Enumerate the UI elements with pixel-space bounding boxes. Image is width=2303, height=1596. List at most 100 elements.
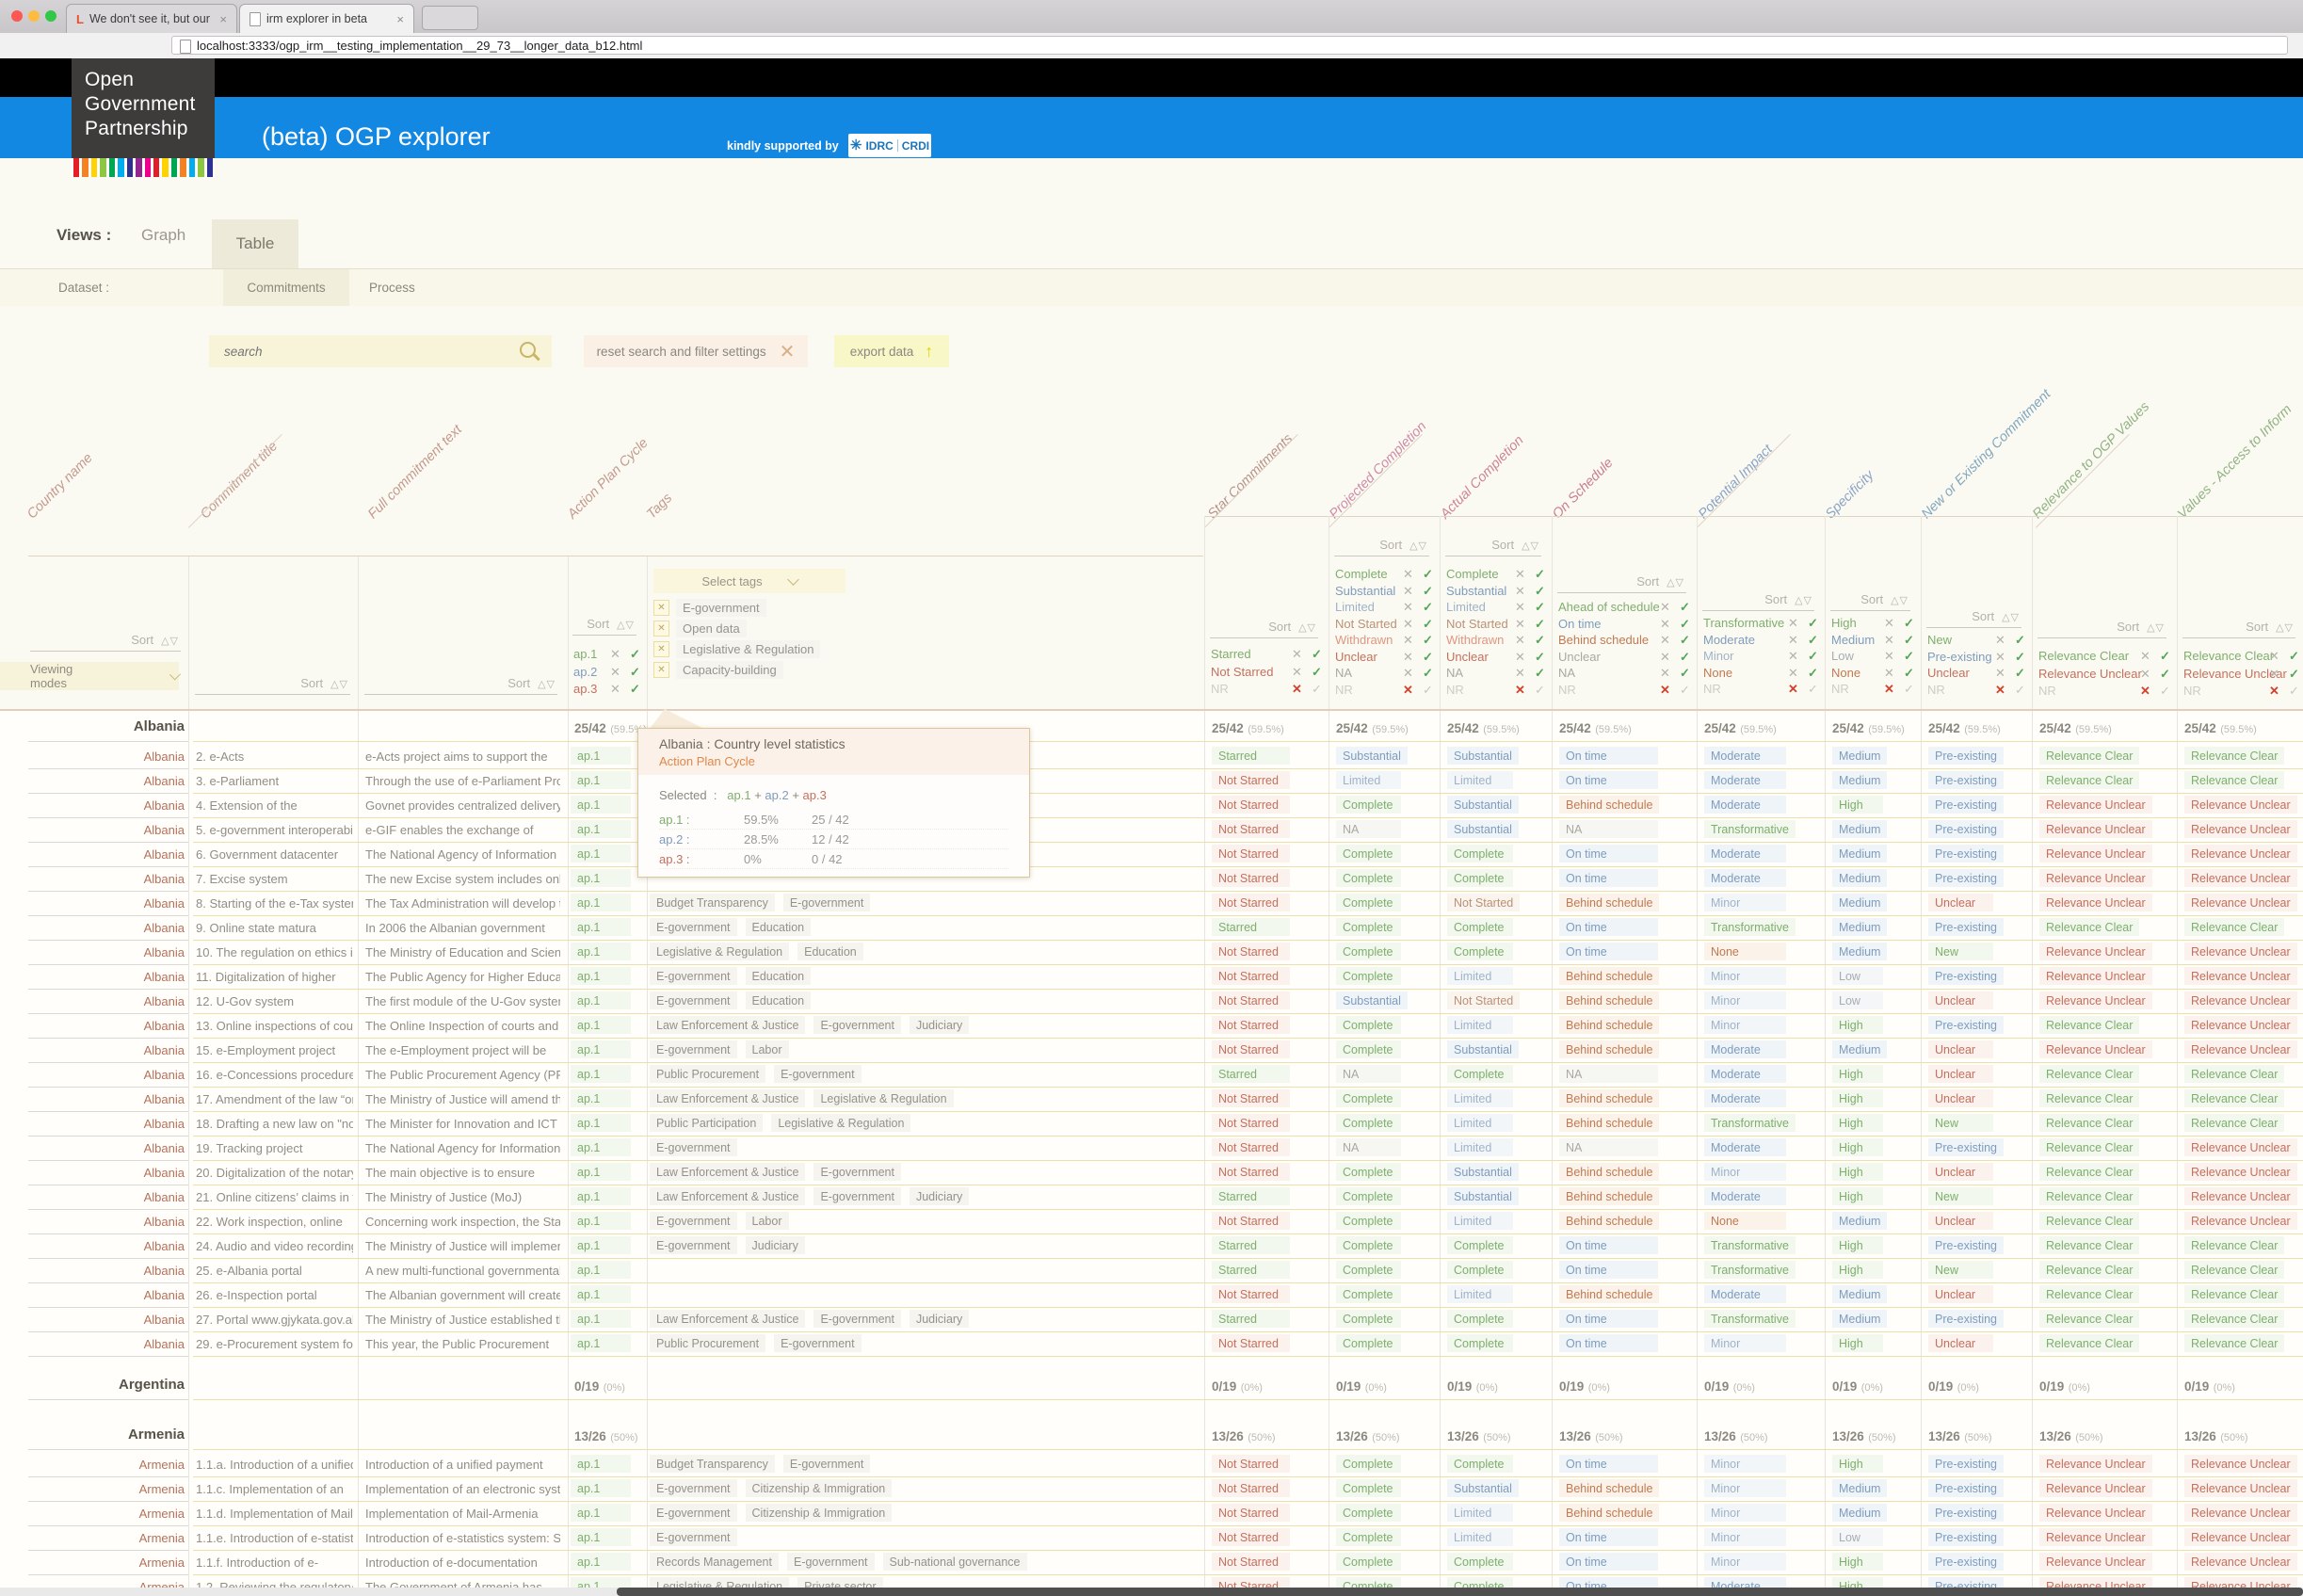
filter-exclude-icon[interactable]: ✕	[1403, 567, 1413, 581]
filter-include-icon[interactable]: ✓	[1680, 600, 1690, 614]
table-row[interactable]: Albania 16. e-Concessions procedures The P…	[0, 1062, 2303, 1087]
filter-include-icon[interactable]: ✓	[1535, 567, 1545, 581]
filter-include-icon[interactable]: ✓	[1535, 666, 1545, 680]
filter-exclude-icon[interactable]: ✕	[1515, 567, 1525, 581]
filter-include-icon[interactable]: ✓	[1535, 633, 1545, 647]
filter-option-new_existing[interactable]: Pre-existing	[1927, 649, 1992, 664]
filter-exclude-icon[interactable]: ✕	[1515, 649, 1525, 664]
filter-option-star[interactable]: Not Starred	[1211, 664, 1274, 679]
filter-option-new_existing[interactable]: NR	[1927, 682, 1945, 697]
filter-include-icon[interactable]: ✓	[1535, 600, 1545, 614]
filter-option-specificity[interactable]: NR	[1831, 682, 1849, 696]
filter-exclude-icon[interactable]: ✕	[1403, 600, 1413, 614]
filter-exclude-icon[interactable]: ✕	[1660, 616, 1670, 631]
filter-include-icon[interactable]: ✓	[1904, 649, 1914, 663]
table-row[interactable]: Albania 24. Audio and video recording of T…	[0, 1233, 2303, 1258]
filter-exclude-icon[interactable]: ✕	[1884, 632, 1894, 647]
filter-include-icon[interactable]: ✓	[1808, 682, 1818, 696]
sort-control-country[interactable]: Sort △▽	[131, 633, 179, 647]
export-data-button[interactable]: export data ↑	[834, 335, 949, 367]
filter-option-projected[interactable]: NA	[1335, 666, 1353, 680]
filter-exclude-icon[interactable]: ✕	[1995, 633, 2005, 647]
filter-exclude-icon[interactable]: ✕	[1403, 633, 1413, 647]
table-row[interactable]: Albania 11. Digitalization of higher The P…	[0, 964, 2303, 989]
filter-include-icon[interactable]: ✓	[1312, 647, 1322, 661]
column-header-new_existing[interactable]: New or Existing Commitment	[1918, 386, 2054, 523]
filter-option-star[interactable]: NR	[1211, 682, 1229, 696]
filter-exclude-icon[interactable]: ✕	[1884, 682, 1894, 696]
filter-option-projected[interactable]: Complete	[1335, 567, 1388, 581]
filter-option-ap[interactable]: ap.1	[573, 647, 598, 661]
table-row[interactable]: Albania 5. e-government interoperability e…	[0, 817, 2303, 842]
filter-exclude-icon[interactable]: ✕	[1788, 649, 1798, 663]
filter-include-icon[interactable]: ✓	[1808, 649, 1818, 663]
table-row[interactable]: Albania 19. Tracking project The National …	[0, 1136, 2303, 1160]
filter-option-schedule[interactable]: Behind schedule	[1558, 633, 1650, 647]
filter-include-icon[interactable]: ✓	[1423, 666, 1433, 680]
sort-control-new_existing[interactable]: Sort △▽	[1972, 609, 2020, 623]
filter-option-values[interactable]: NR	[2183, 684, 2201, 698]
table-row[interactable]: Albania 29. e-Procurement system for all T…	[0, 1331, 2303, 1356]
search-icon[interactable]	[520, 342, 536, 358]
filter-include-icon[interactable]: ✓	[2160, 649, 2170, 663]
table-row[interactable]: Albania 2. e-Acts e-Acts project aims to s…	[0, 744, 2303, 768]
country-summary-row[interactable]: Armenia 13/26 (50%) 13/26 (50%) 13/26 (50%)…	[0, 1421, 2303, 1449]
filter-exclude-icon[interactable]: ✕	[1515, 682, 1525, 697]
filter-include-icon[interactable]: ✓	[1904, 665, 1914, 680]
table-row[interactable]: Armenia 1.1.f. Introduction of e- Introduc…	[0, 1550, 2303, 1574]
table-row[interactable]: Albania 4. Extension of the Govnet provide…	[0, 793, 2303, 817]
filter-include-icon[interactable]: ✓	[1680, 682, 1690, 697]
filter-include-icon[interactable]: ✓	[2289, 666, 2299, 681]
filter-include-icon[interactable]: ✓	[630, 647, 640, 661]
filter-exclude-icon[interactable]: ✕	[610, 647, 620, 661]
filter-exclude-icon[interactable]: ✕	[2140, 684, 2150, 698]
filter-exclude-icon[interactable]: ✕	[1515, 633, 1525, 647]
filter-option-actual[interactable]: Complete	[1446, 567, 1499, 581]
column-header-values[interactable]: Values - Access to Inform	[2174, 401, 2295, 523]
column-header-schedule[interactable]: On Schedule	[1549, 455, 1617, 523]
table-row[interactable]: Albania 18. Drafting a new law on "notice…	[0, 1111, 2303, 1136]
filter-exclude-icon[interactable]: ✕	[1403, 583, 1413, 598]
filter-option-actual[interactable]: NR	[1446, 682, 1464, 697]
table-row[interactable]: Albania 9. Online state matura In 2006 the…	[0, 915, 2303, 940]
table-row[interactable]: Albania 20. Digitalization of the notary T…	[0, 1160, 2303, 1185]
filter-option-impact[interactable]: Minor	[1703, 649, 1734, 663]
filter-exclude-icon[interactable]: ✕	[1995, 666, 2005, 680]
filter-include-icon[interactable]: ✓	[2015, 633, 2025, 647]
filter-exclude-icon[interactable]: ✕	[1660, 633, 1670, 647]
column-header-tags[interactable]: Tags	[643, 491, 676, 523]
country-summary-row[interactable]: Albania 25/42 (59.5%) 25/42 (59.5%) 25/42 (…	[0, 713, 2303, 741]
url-bar[interactable]: localhost:3333/ogp_irm__testing_implemen…	[171, 36, 2288, 55]
remove-tag-icon[interactable]: ✕	[653, 621, 669, 637]
sort-control-fulltext[interactable]: Sort △▽	[507, 676, 556, 690]
filter-exclude-icon[interactable]: ✕	[1292, 647, 1302, 661]
filter-exclude-icon[interactable]: ✕	[1995, 682, 2005, 697]
filter-include-icon[interactable]: ✓	[1535, 682, 1545, 697]
sort-control-projected[interactable]: Sort △▽	[1379, 538, 1427, 552]
filter-exclude-icon[interactable]: ✕	[1515, 666, 1525, 680]
tab-graph[interactable]: Graph	[141, 226, 186, 244]
filter-option-actual[interactable]: Substantial	[1446, 583, 1507, 598]
horizontal-scrollbar-thumb[interactable]	[617, 1588, 2303, 1596]
tab-close-icon[interactable]: ×	[396, 11, 404, 26]
table-row[interactable]: Albania 3. e-Parliament Through the use of…	[0, 768, 2303, 793]
table-row[interactable]: Armenia 1.1.e. Introduction of e-statisti…	[0, 1525, 2303, 1550]
filter-exclude-icon[interactable]: ✕	[2140, 649, 2150, 663]
table-row[interactable]: Albania 7. Excise system The new Excise sy…	[0, 866, 2303, 891]
filter-include-icon[interactable]: ✓	[1423, 616, 1433, 631]
filter-option-new_existing[interactable]: Unclear	[1927, 666, 1970, 680]
filter-exclude-icon[interactable]: ✕	[1884, 616, 1894, 630]
filter-include-icon[interactable]: ✓	[1808, 665, 1818, 680]
filter-exclude-icon[interactable]: ✕	[1403, 682, 1413, 697]
filter-exclude-icon[interactable]: ✕	[1788, 632, 1798, 647]
column-header-star[interactable]: Star Commitments	[1204, 431, 1296, 523]
table-row[interactable]: Armenia 1.1.c. Implementation of an Implem…	[0, 1476, 2303, 1501]
viewing-modes-dropdown[interactable]: Viewing modes	[0, 662, 181, 690]
window-close-button[interactable]	[11, 10, 23, 22]
filter-exclude-icon[interactable]: ✕	[2269, 649, 2279, 663]
filter-option-actual[interactable]: Unclear	[1446, 649, 1489, 664]
filter-option-values[interactable]: Relevance Unclear	[2183, 666, 2287, 681]
filter-exclude-icon[interactable]: ✕	[1515, 600, 1525, 614]
filter-option-impact[interactable]: NR	[1703, 682, 1721, 696]
table-row[interactable]: Albania 13. Online inspections of courts T…	[0, 1013, 2303, 1038]
